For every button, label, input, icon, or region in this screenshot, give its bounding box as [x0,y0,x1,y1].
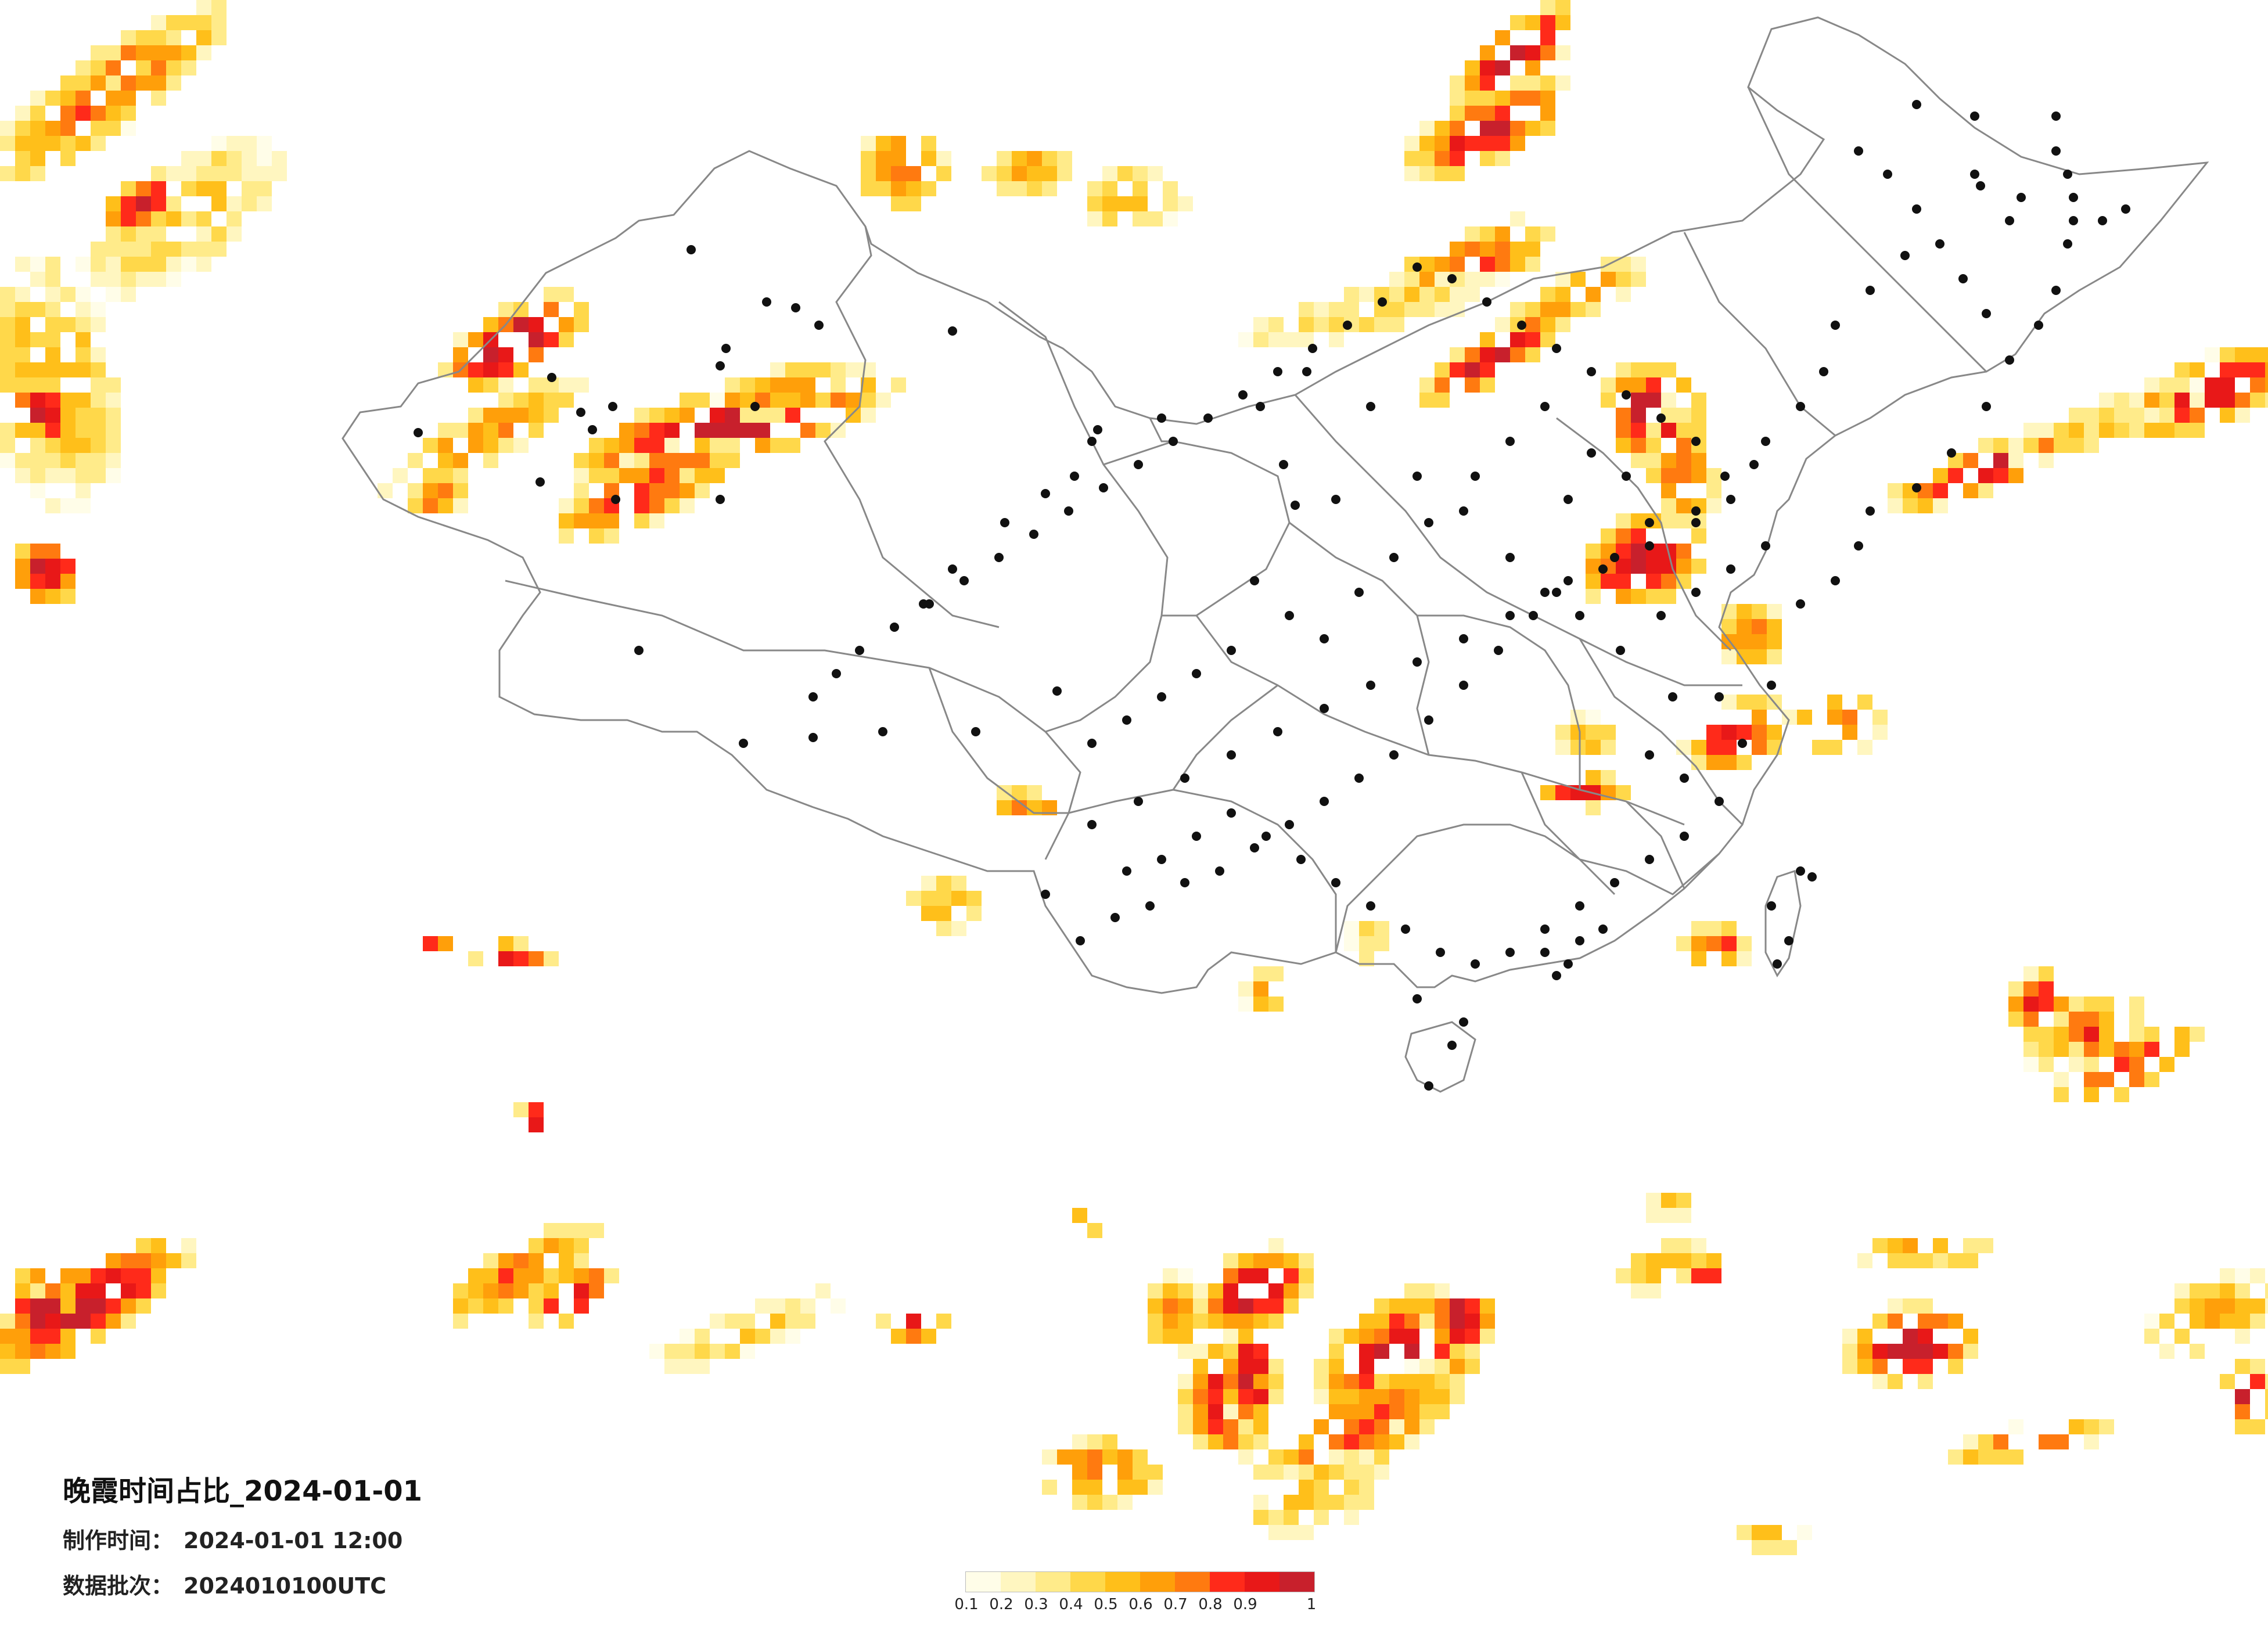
legend-swatch [1105,1572,1140,1592]
legend-swatch [1001,1572,1036,1592]
color-legend: 0.1 0.2 0.3 0.4 0.5 0.6 0.7 0.8 0.9 1 [954,1571,1317,1616]
hainan-outline [1404,1021,1476,1093]
data-batch-label: 数据批次： [63,1573,174,1599]
legend-swatch [1245,1572,1279,1592]
sunset-heat-layer [0,0,2268,1555]
taiwan-outline [1764,870,1802,977]
province-borders [342,16,2209,1093]
legend-ticks: 0.1 0.2 0.3 0.4 0.5 0.6 0.7 0.8 0.9 1 [954,1592,1317,1616]
legend-tick: 0.1 [954,1596,979,1613]
legend-tick: 0.7 [1163,1596,1188,1613]
legend-swatch [1036,1572,1070,1592]
legend-tick: 0.4 [1059,1596,1083,1613]
legend-tick: 0.9 [1233,1596,1257,1613]
legend-tick: 0.3 [1024,1596,1048,1613]
legend-swatch [1070,1572,1105,1592]
legend-swatch [966,1572,1001,1592]
made-time-value: 2024-01-01 12:00 [184,1528,403,1553]
legend-tick: 0.8 [1198,1596,1223,1613]
made-time-line: 制作时间： 2024-01-01 12:00 [63,1523,402,1555]
made-time-label: 制作时间： [63,1528,174,1553]
legend-swatch [1210,1572,1245,1592]
data-batch-value: 2024010100UTC [184,1573,387,1599]
data-batch-line: 数据批次： 2024010100UTC [63,1568,386,1600]
legend-swatch [1140,1572,1175,1592]
legend-tick: 0.6 [1128,1596,1153,1613]
legend-tick: 0.2 [989,1596,1013,1613]
legend-swatch [1279,1572,1314,1592]
map-title: 晚霞时间占比_2024-01-01 [63,1475,423,1508]
city-markers [414,100,2130,1091]
legend-swatch [1175,1572,1210,1592]
china-border [342,16,2209,994]
legend-tick: 1 [1306,1596,1317,1613]
legend-tick: 0.5 [1094,1596,1118,1613]
legend-color-bar [965,1571,1315,1592]
